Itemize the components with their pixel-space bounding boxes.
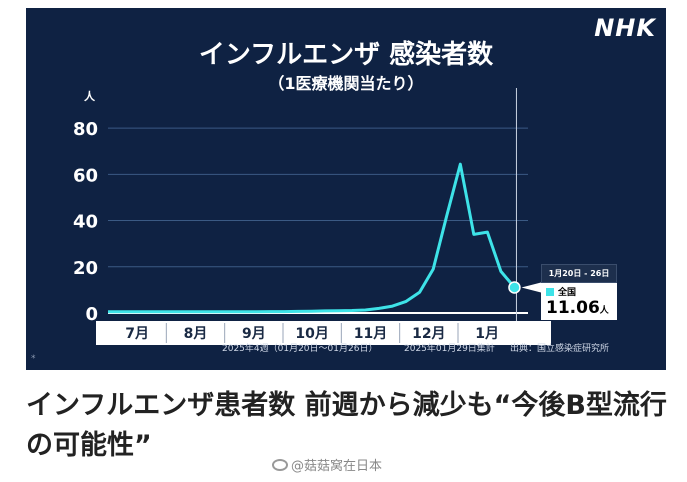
data-tooltip: 1月20日 - 26日 全国 11.06人 xyxy=(541,264,617,320)
tooltip-value-row: 11.06人 xyxy=(546,298,612,317)
chart-title: インフルエンザ 感染者数 xyxy=(198,40,494,70)
footnote-week: 2025年4週（01月20日〜01月26日） xyxy=(222,344,378,354)
month-band xyxy=(96,321,551,345)
series-line-zenkoku xyxy=(108,162,516,314)
x-tick-label: 8月 xyxy=(184,326,208,342)
series-swatch-icon xyxy=(546,287,554,296)
y-axis-unit: 人 xyxy=(84,90,95,103)
tooltip-value: 11.06 xyxy=(546,298,600,318)
corner-marker: * xyxy=(31,354,36,364)
tooltip-unit: 人 xyxy=(599,306,609,316)
tooltip-date: 1月20日 - 26日 xyxy=(541,264,617,283)
y-tick-label: 20 xyxy=(73,258,98,279)
tooltip-pointer xyxy=(521,282,541,293)
data-point-current xyxy=(508,281,521,294)
tooltip-series: 全国 xyxy=(546,285,612,298)
chart-subtitle: （1医療機関当たり） xyxy=(268,74,424,93)
footnote-as-of: 2025年01月29日集計 xyxy=(404,344,495,354)
y-tick-label: 0 xyxy=(85,304,98,325)
x-tick-label: 12月 xyxy=(412,326,445,342)
line-chart: 0 20 40 60 80 7月 8月 9月 10月 11月 12月 1月 xyxy=(73,88,551,345)
x-tick-label: 7月 xyxy=(125,326,149,342)
watermark-text: @菇菇窝在日本 xyxy=(291,459,383,474)
tooltip-body: 全国 11.06人 xyxy=(541,283,617,320)
footnote-source: 出典：国立感染症研究所 xyxy=(510,344,610,354)
weibo-icon xyxy=(272,458,288,471)
x-tick-label: 1月 xyxy=(475,326,499,342)
y-tick-label: 40 xyxy=(73,212,98,233)
tooltip-series-name: 全国 xyxy=(558,288,577,298)
x-tick-label: 10月 xyxy=(295,326,328,342)
x-tick-label: 9月 xyxy=(242,326,266,342)
watermark: @菇菇窝在日本 xyxy=(272,455,382,474)
x-tick-label: 11月 xyxy=(354,326,387,342)
y-tick-label: 80 xyxy=(73,119,98,140)
article-headline[interactable]: インフルエンザ患者数 前週から減少も“今後B型流行の可能性” xyxy=(26,390,667,461)
y-tick-label: 60 xyxy=(73,165,98,186)
nhk-logo: NHK xyxy=(594,14,656,42)
chart-panel: 0 20 40 60 80 7月 8月 9月 10月 11月 12月 1月 NHK インフルエンザ 感… xyxy=(26,8,666,370)
